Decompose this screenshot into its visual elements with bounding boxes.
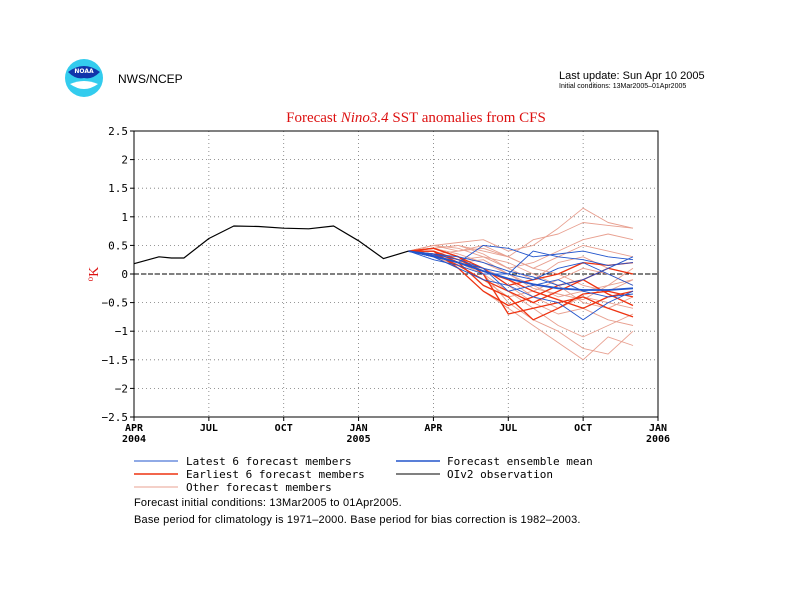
series-latest-member	[408, 250, 634, 286]
x-tick-label: APR	[424, 423, 443, 434]
series-other-member	[408, 250, 634, 361]
y-tick-label: −2.5	[102, 411, 129, 424]
noaa-logo-text: NOAA	[74, 68, 94, 75]
y-tick-label: 2.5	[108, 125, 128, 138]
x-tick-label: APR	[125, 423, 144, 434]
y-tick-label: 0	[121, 268, 128, 281]
y-tick-label: −1	[115, 325, 128, 338]
org-name: NWS/NCEP	[118, 72, 183, 86]
legend-other-label: Other forecast members	[186, 481, 332, 494]
x-tick-label: JAN	[350, 423, 368, 434]
x-tick-label: JAN	[649, 423, 667, 434]
x-tick-label: OCT	[574, 423, 592, 434]
y-tick-label: −1.5	[102, 354, 129, 367]
y-tick-label: −2	[115, 382, 128, 395]
x-tick-label: JUL	[200, 423, 218, 434]
y-tick-label: −0.5	[102, 297, 129, 310]
chart-title: Forecast Nino3.4 SST anomalies from CFS	[286, 110, 546, 126]
y-tick-label: 2	[121, 154, 128, 167]
x-tick-label: JUL	[499, 423, 517, 434]
legend-earliest-label: Earliest 6 forecast members	[186, 468, 365, 481]
series-ensemble-mean	[408, 250, 634, 291]
series-other-member	[408, 207, 634, 252]
legend-obs-label: OIv2 observation	[447, 468, 553, 481]
plot-frame	[133, 130, 659, 418]
series-latest-member	[408, 250, 634, 286]
chart-title-part-1: Forecast	[286, 110, 341, 126]
noaa-logo-bird	[68, 66, 100, 79]
series-earliest-member	[408, 247, 634, 287]
footer-line-1: Forecast initial conditions: 13Mar2005 t…	[134, 497, 402, 509]
initial-conditions: Initial conditions: 13Mar2005–01Apr2005	[559, 83, 687, 90]
y-axis-label-degree: o	[85, 276, 95, 281]
y-tick-label: 1	[121, 211, 128, 224]
x-tick-label: OCT	[275, 423, 293, 434]
noaa-logo-wave	[70, 81, 98, 89]
series-observation	[133, 225, 409, 265]
series-layer	[133, 207, 634, 361]
x-tick-year: 2006	[646, 434, 670, 445]
y-axis-label: oK	[85, 267, 102, 282]
x-tick-year: 2004	[122, 434, 146, 445]
legend-latest-label: Latest 6 forecast members	[186, 455, 352, 468]
footer-line-2: Base period for climatology is 1971–2000…	[134, 514, 581, 526]
chart-title-part-2: Nino3.4	[340, 110, 389, 126]
noaa-logo: NOAA	[65, 59, 103, 97]
x-tick-year: 2005	[347, 434, 371, 445]
y-axis-label-unit: K	[87, 267, 102, 277]
chart-title-part-3: SST anomalies from CFS	[389, 110, 546, 126]
series-latest-member	[408, 250, 634, 275]
last-update: Last update: Sun Apr 10 2005	[559, 70, 705, 82]
legend-mean-label: Forecast ensemble mean	[447, 455, 593, 468]
y-tick-label: 1.5	[108, 182, 128, 195]
y-tick-label: 0.5	[108, 239, 128, 252]
grid	[134, 131, 658, 417]
series-other-member	[408, 250, 634, 298]
